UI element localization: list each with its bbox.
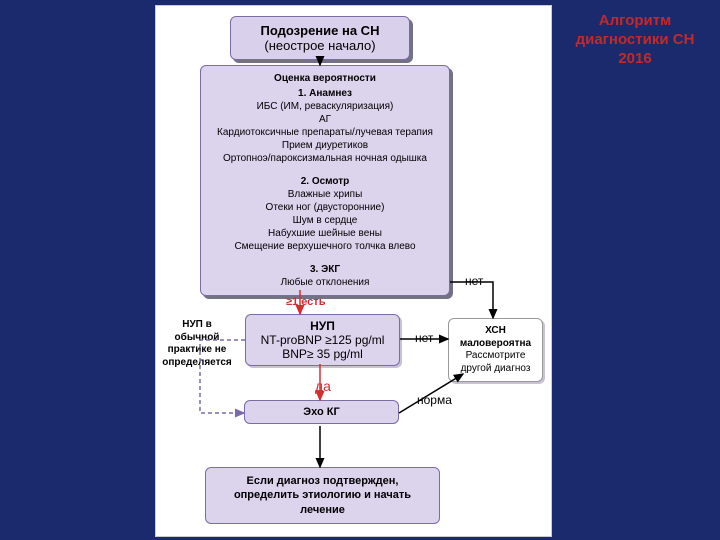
page-title: Алгоритм диагностики СН 2016	[560, 12, 710, 68]
assessment-s1-0: ИБС (ИМ, реваскуляризация)	[209, 100, 441, 113]
nup-l2: NT-proBNP ≥125 pg/ml	[256, 333, 389, 347]
sidetext-nup-routine: НУП в обычной практике не определяется	[162, 319, 232, 369]
assessment-s1-3: Прием диуретиков	[209, 139, 441, 152]
assessment-s2-3: Набухшие шейные вены	[209, 227, 441, 240]
unlikely-l1: ХСН	[457, 325, 534, 338]
label-ge1: ≥1 есть	[286, 296, 325, 308]
sidetext-l3: практике не	[162, 344, 232, 357]
assessment-s1-4: Ортопноэ/пароксизмальная ночная одышка	[209, 152, 441, 165]
node-suspicion: Подозрение на СН (неострое начало)	[230, 16, 410, 60]
label-norma: норма	[417, 393, 452, 407]
node-suspicion-l2: (неострое начало)	[241, 38, 399, 53]
assessment-s2-4: Смещение верхушечного толчка влево	[209, 240, 441, 253]
nup-l3: BNP≥ 35 pg/ml	[256, 347, 389, 361]
assessment-s2-title: 2. Осмотр	[209, 175, 441, 188]
assessment-s3-title: 3. ЭКГ	[209, 263, 441, 276]
assessment-s1-title: 1. Анамнез	[209, 87, 441, 100]
label-net2: нет	[415, 331, 433, 345]
node-suspicion-l1: Подозрение на СН	[241, 23, 399, 38]
nup-title: НУП	[256, 319, 389, 333]
assessment-s2-0: Влажные хрипы	[209, 188, 441, 201]
unlikely-l4: другой диагноз	[457, 363, 534, 376]
unlikely-l3: Рассмотрите	[457, 350, 534, 363]
assessment-s3-0: Любые отклонения	[209, 276, 441, 289]
node-nup: НУП NT-proBNP ≥125 pg/ml BNP≥ 35 pg/ml	[245, 314, 400, 366]
sidetext-l1: НУП в	[162, 319, 232, 332]
node-final: Если диагноз подтвержден, определить эти…	[205, 467, 440, 524]
unlikely-l2: маловероятна	[457, 338, 534, 351]
node-assessment: Оценка вероятности 1. Анамнез ИБС (ИМ, р…	[200, 65, 450, 296]
sidetext-l2: обычной	[162, 332, 232, 345]
final-l1: Если диагноз подтвержден,	[216, 474, 429, 488]
assessment-s1-2: Кардиотоксичные препараты/лучевая терапи…	[209, 126, 441, 139]
final-l2: определить этиологию и начать	[216, 488, 429, 502]
label-net1: нет	[461, 274, 487, 288]
label-da: да	[315, 378, 331, 394]
node-echo: Эхо КГ	[244, 400, 399, 424]
assessment-s1-1: АГ	[209, 113, 441, 126]
assessment-s2-2: Шум в сердце	[209, 214, 441, 227]
final-l3: лечение	[216, 503, 429, 517]
sidetext-l4: определяется	[162, 357, 232, 370]
assessment-s2-1: Отеки ног (двусторонние)	[209, 201, 441, 214]
assessment-title: Оценка вероятности	[209, 72, 441, 85]
node-unlikely: ХСН маловероятна Рассмотрите другой диаг…	[448, 318, 543, 382]
